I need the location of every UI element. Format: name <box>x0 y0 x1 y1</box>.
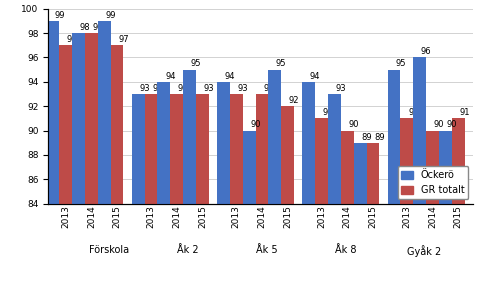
Text: 95: 95 <box>395 59 406 68</box>
Text: 92: 92 <box>289 96 299 105</box>
Text: 97: 97 <box>67 35 77 44</box>
Bar <box>426 131 439 204</box>
Bar <box>132 94 144 204</box>
Text: 93: 93 <box>178 84 188 93</box>
Text: 98: 98 <box>93 23 103 32</box>
Text: 95: 95 <box>191 59 201 68</box>
Text: 94: 94 <box>310 72 320 81</box>
Bar <box>328 94 341 204</box>
Bar <box>72 33 85 204</box>
Bar <box>111 45 124 204</box>
Bar <box>170 94 183 204</box>
Text: 91: 91 <box>323 108 333 117</box>
Bar <box>243 131 256 204</box>
Text: 93: 93 <box>263 84 274 93</box>
Bar <box>217 82 230 204</box>
Text: 96: 96 <box>421 47 431 56</box>
Text: 89: 89 <box>374 133 384 141</box>
Bar <box>281 106 294 204</box>
Text: 99: 99 <box>54 11 65 20</box>
Text: 99: 99 <box>105 11 116 20</box>
Bar <box>59 45 72 204</box>
Text: 90: 90 <box>434 120 444 129</box>
Bar <box>452 118 465 204</box>
Bar <box>183 70 196 204</box>
Text: 94: 94 <box>225 72 235 81</box>
Legend: Öckerö, GR totalt: Öckerö, GR totalt <box>398 166 469 199</box>
Text: 98: 98 <box>80 23 90 32</box>
Bar <box>256 94 269 204</box>
Bar <box>85 33 98 204</box>
Bar <box>439 131 452 204</box>
Bar <box>196 94 209 204</box>
Bar <box>400 118 413 204</box>
Bar <box>144 94 157 204</box>
Text: 93: 93 <box>203 84 214 93</box>
Bar <box>302 82 315 204</box>
Text: 94: 94 <box>165 72 175 81</box>
Bar <box>46 21 59 204</box>
Text: 90: 90 <box>348 120 359 129</box>
Text: 90: 90 <box>250 120 261 129</box>
Text: 93: 93 <box>152 84 163 93</box>
Text: 89: 89 <box>361 133 372 141</box>
Text: 91: 91 <box>408 108 419 117</box>
Bar <box>157 82 170 204</box>
Text: 93: 93 <box>336 84 346 93</box>
Text: 95: 95 <box>276 59 286 68</box>
Text: 90: 90 <box>447 120 457 129</box>
Bar <box>413 57 426 204</box>
Bar <box>269 70 281 204</box>
Text: 97: 97 <box>118 35 129 44</box>
Bar <box>341 131 354 204</box>
Text: 91: 91 <box>459 108 470 117</box>
Bar <box>98 21 111 204</box>
Bar <box>387 70 400 204</box>
Bar <box>354 143 367 204</box>
Text: 93: 93 <box>139 84 150 93</box>
Bar <box>230 94 243 204</box>
Bar <box>315 118 328 204</box>
Bar <box>367 143 379 204</box>
Text: 93: 93 <box>238 84 248 93</box>
